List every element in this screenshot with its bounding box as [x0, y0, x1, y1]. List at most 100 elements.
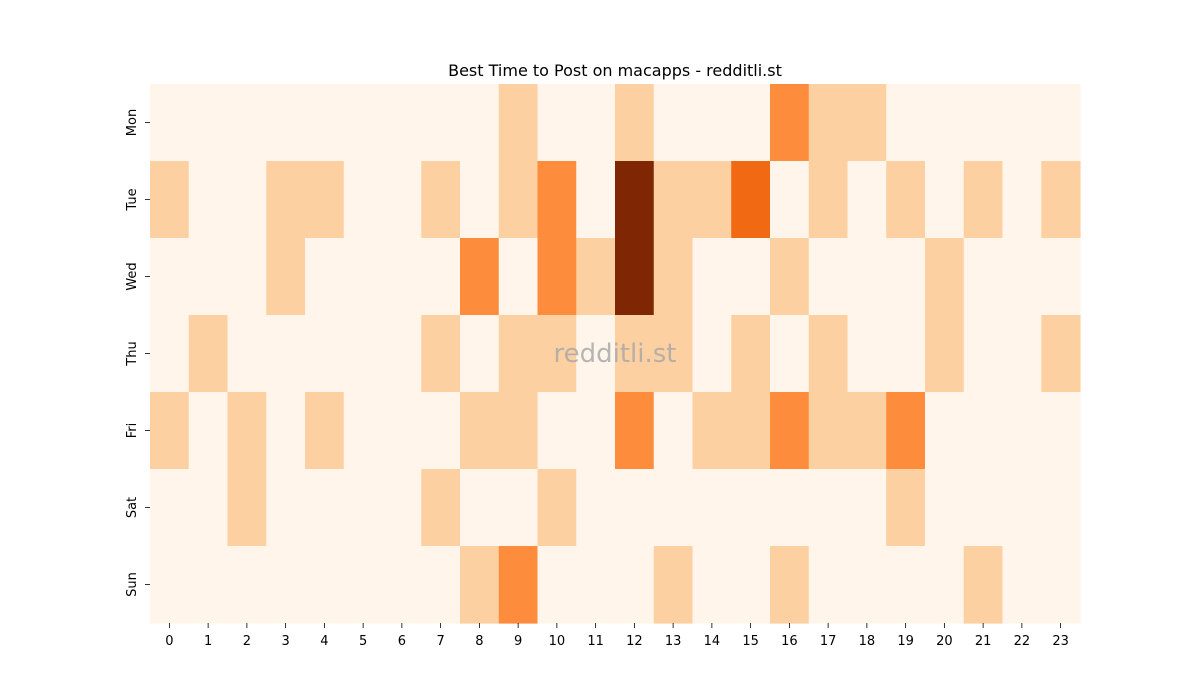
heatmap-cell-sat-4 — [305, 469, 345, 547]
heatmap-cell-sun-0 — [150, 546, 190, 624]
heatmap-cell-fri-12 — [615, 392, 655, 470]
heatmap-cell-tue-5 — [343, 161, 384, 239]
heatmap-cell-tue-2 — [227, 161, 267, 239]
heatmap-cell-thu-10 — [537, 315, 577, 393]
heatmap-cell-sun-2 — [227, 546, 267, 624]
heatmap-cell-sun-14 — [692, 546, 732, 624]
heatmap-cell-fri-0 — [150, 392, 190, 470]
heatmap-cell-tue-12 — [615, 161, 655, 239]
heatmap-cell-mon-8 — [460, 84, 500, 162]
heatmap-cell-mon-14 — [692, 84, 732, 162]
heatmap-cell-fri-17 — [808, 392, 849, 470]
heatmap-cell-mon-15 — [731, 84, 771, 162]
heatmap-cell-thu-14 — [692, 315, 732, 393]
heatmap-cell-fri-5 — [343, 392, 384, 470]
heatmap-cell-fri-22 — [1002, 392, 1042, 470]
heatmap-cell-sat-15 — [731, 469, 771, 547]
heatmap-cell-thu-20 — [925, 315, 965, 393]
heatmap-cell-thu-22 — [1002, 315, 1042, 393]
heatmap-cell-fri-7 — [421, 392, 461, 470]
heatmap-cell-sat-11 — [576, 469, 616, 547]
heatmap-cell-thu-17 — [808, 315, 849, 393]
x-tick-label: 19 — [897, 634, 914, 649]
heatmap-cell-tue-13 — [653, 161, 694, 239]
x-tick-label: 1 — [204, 634, 212, 649]
x-tick-label: 23 — [1052, 634, 1069, 649]
heatmap-cell-mon-10 — [537, 84, 577, 162]
heatmap-cell-thu-15 — [731, 315, 771, 393]
x-tick-label: 5 — [359, 634, 367, 649]
heatmap-cell-wed-4 — [305, 238, 345, 316]
heatmap-cell-thu-11 — [576, 315, 616, 393]
heatmap-cell-wed-8 — [460, 238, 500, 316]
heatmap-cell-sun-18 — [847, 546, 887, 624]
heatmap-cell-fri-20 — [925, 392, 965, 470]
heatmap-cell-fri-4 — [305, 392, 345, 470]
heatmap-cell-fri-11 — [576, 392, 616, 470]
heatmap-cell-wed-7 — [421, 238, 461, 316]
heatmap-cell-fri-18 — [847, 392, 887, 470]
y-tick-label: Fri — [125, 423, 140, 439]
heatmap-cell-tue-23 — [1041, 161, 1081, 239]
heatmap-cell-thu-3 — [266, 315, 306, 393]
heatmap-cell-mon-20 — [925, 84, 965, 162]
heatmap-cell-tue-1 — [188, 161, 229, 239]
heatmap-cell-mon-4 — [305, 84, 345, 162]
heatmap-cell-mon-9 — [498, 84, 539, 162]
heatmap-cell-sat-0 — [150, 469, 190, 547]
heatmap-cell-sun-8 — [460, 546, 500, 624]
heatmap-cell-sun-6 — [382, 546, 422, 624]
y-tick-label: Sat — [125, 497, 140, 518]
x-tick-label: 7 — [436, 634, 444, 649]
heatmap-cell-thu-13 — [653, 315, 694, 393]
heatmap-cell-fri-21 — [963, 392, 1004, 470]
heatmap-cell-sat-21 — [963, 469, 1004, 547]
heatmap-cell-wed-23 — [1041, 238, 1081, 316]
heatmap-cell-sat-12 — [615, 469, 655, 547]
heatmap-cell-sat-7 — [421, 469, 461, 547]
heatmap-cell-thu-12 — [615, 315, 655, 393]
heatmap-cell-mon-22 — [1002, 84, 1042, 162]
x-axis: 0 1 2 3 4 5 6 7 8 9 10 11 12 13 14 15 16 17 18 19 20 21 22 23 — [165, 623, 1069, 649]
heatmap-cell-tue-10 — [537, 161, 577, 239]
heatmap-cell-sun-17 — [808, 546, 849, 624]
heatmap-cell-sat-9 — [498, 469, 539, 547]
heatmap-cell-fri-9 — [498, 392, 539, 470]
heatmap-cell-sun-12 — [615, 546, 655, 624]
heatmap-cell-sun-5 — [343, 546, 384, 624]
heatmap-cell-sun-11 — [576, 546, 616, 624]
heatmap-cell-thu-1 — [188, 315, 229, 393]
heatmap-cell-sun-22 — [1002, 546, 1042, 624]
x-tick-label: 12 — [626, 634, 643, 649]
heatmap-cell-tue-4 — [305, 161, 345, 239]
heatmap-cell-sat-23 — [1041, 469, 1081, 547]
heatmap-cell-sun-16 — [770, 546, 810, 624]
heatmap-cell-fri-8 — [460, 392, 500, 470]
heatmap-cell-tue-6 — [382, 161, 422, 239]
heatmap-cell-wed-1 — [188, 238, 229, 316]
heatmap-cell-tue-7 — [421, 161, 461, 239]
heatmap-cell-wed-21 — [963, 238, 1004, 316]
heatmap-cell-tue-20 — [925, 161, 965, 239]
heatmap-cell-wed-17 — [808, 238, 849, 316]
heatmap-cell-mon-0 — [150, 84, 190, 162]
heatmap-cell-mon-5 — [343, 84, 384, 162]
x-tick-label: 20 — [936, 634, 953, 649]
heatmap-cell-sun-13 — [653, 546, 694, 624]
x-tick-label: 2 — [243, 634, 251, 649]
heatmap-cell-sat-5 — [343, 469, 384, 547]
heatmap-cell-thu-18 — [847, 315, 887, 393]
heatmap-cell-sun-15 — [731, 546, 771, 624]
heatmap-cell-fri-3 — [266, 392, 306, 470]
heatmap-cell-wed-0 — [150, 238, 190, 316]
heatmap-cell-fri-2 — [227, 392, 267, 470]
heatmap-cell-wed-9 — [498, 238, 539, 316]
heatmap-cell-mon-1 — [188, 84, 229, 162]
chart-title: Best Time to Post on macapps - redditli.… — [448, 61, 782, 80]
heatmap-cell-sun-10 — [537, 546, 577, 624]
heatmap-cell-thu-16 — [770, 315, 810, 393]
heatmap-cell-wed-3 — [266, 238, 306, 316]
heatmap-cell-thu-6 — [382, 315, 422, 393]
heatmap-cell-sat-3 — [266, 469, 306, 547]
heatmap-cell-sat-2 — [227, 469, 267, 547]
